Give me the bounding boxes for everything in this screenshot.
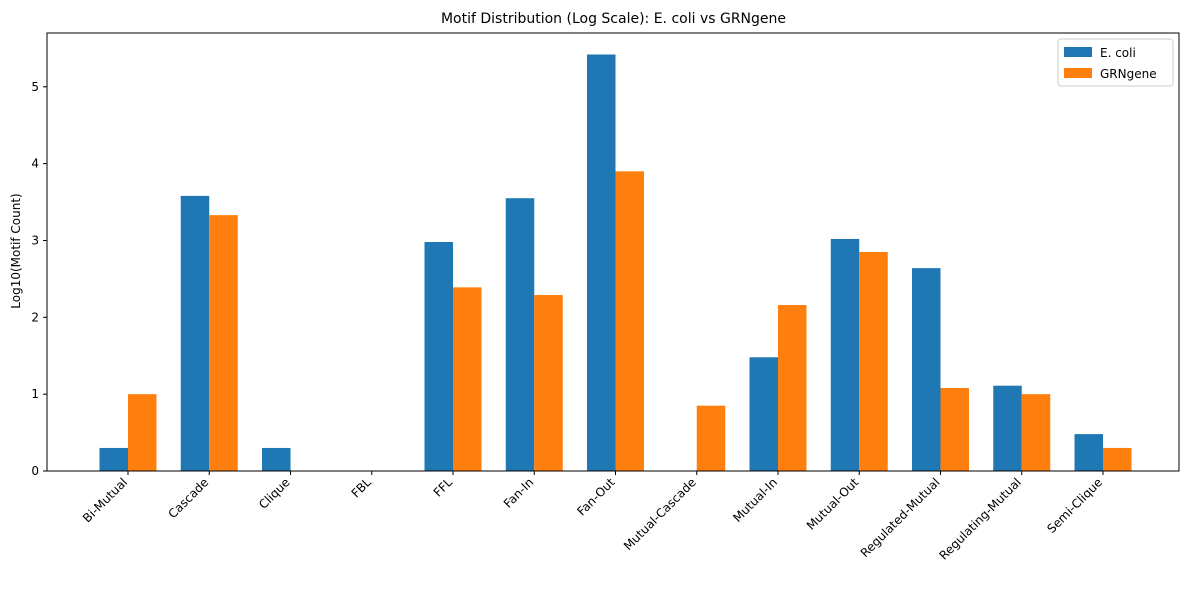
bar-grngene-mutual-cascade (696, 405, 726, 471)
x-tick-label: Mutual-Cascade (621, 475, 699, 553)
y-tick-label: 2 (31, 310, 39, 324)
x-tick-label: Regulated-Mutual (858, 475, 943, 560)
x-tick-label: Mutual-Out (804, 475, 862, 533)
x-tick-label: Regulating-Mutual (936, 475, 1023, 562)
bar-e-coli-semi-clique (1074, 434, 1103, 471)
bar-grngene-fan-in (534, 295, 563, 471)
bar-e-coli-bi-mutual (99, 447, 128, 471)
bar-grngene-regulated-mutual (940, 388, 969, 471)
bar-e-coli-ffl (424, 242, 453, 471)
chart-title: Motif Distribution (Log Scale): E. coli … (441, 11, 786, 27)
y-tick-label: 0 (31, 464, 39, 478)
legend-swatch-grngene (1064, 68, 1092, 78)
bar-grngene-bi-mutual (128, 394, 157, 471)
y-tick-label: 3 (31, 233, 39, 247)
x-tick-label: Fan-Out (574, 475, 617, 518)
y-tick-label: 4 (31, 157, 39, 171)
x-tick-label: Semi-Clique (1044, 475, 1105, 536)
bar-grngene-cascade (209, 215, 238, 471)
y-tick-label: 5 (31, 80, 39, 94)
x-tick-label: Mutual-In (730, 475, 780, 525)
y-axis-label: Log10(Motif Count) (9, 193, 23, 308)
legend-swatch-e-coli (1064, 47, 1092, 57)
bar-grngene-mutual-in (778, 305, 807, 471)
bar-grngene-mutual-out (859, 252, 888, 471)
legend: E. coli GRNgene (1057, 38, 1174, 87)
bar-e-coli-regulating-mutual (993, 385, 1022, 471)
legend-label-grngene: GRNgene (1100, 67, 1157, 81)
x-tick-label: Cascade (165, 475, 211, 521)
legend-label-e-coli: E. coli (1100, 46, 1136, 60)
x-tick-label: Bi-Mutual (80, 475, 130, 525)
x-tick-label: Clique (256, 475, 293, 512)
bars-layer (99, 54, 1132, 472)
bar-e-coli-regulated-mutual (912, 268, 941, 471)
plot-frame (46, 32, 1180, 472)
bar-e-coli-mutual-out (830, 238, 860, 471)
y-tick-label: 1 (31, 387, 39, 401)
bar-grngene-semi-clique (1103, 447, 1132, 471)
bar-e-coli-fan-out (587, 54, 616, 472)
bar-e-coli-clique (262, 447, 291, 471)
x-tick-label: Fan-In (501, 475, 537, 511)
bar-grngene-fan-out (615, 171, 644, 471)
bar-e-coli-mutual-in (749, 357, 778, 471)
bar-e-coli-cascade (180, 195, 210, 471)
bar-e-coli-fan-in (505, 198, 535, 472)
bar-grngene-ffl (453, 287, 482, 471)
x-tick-label: FFL (431, 475, 456, 500)
bar-grngene-regulating-mutual (1021, 394, 1051, 471)
x-tick-label: FBL (349, 475, 375, 501)
